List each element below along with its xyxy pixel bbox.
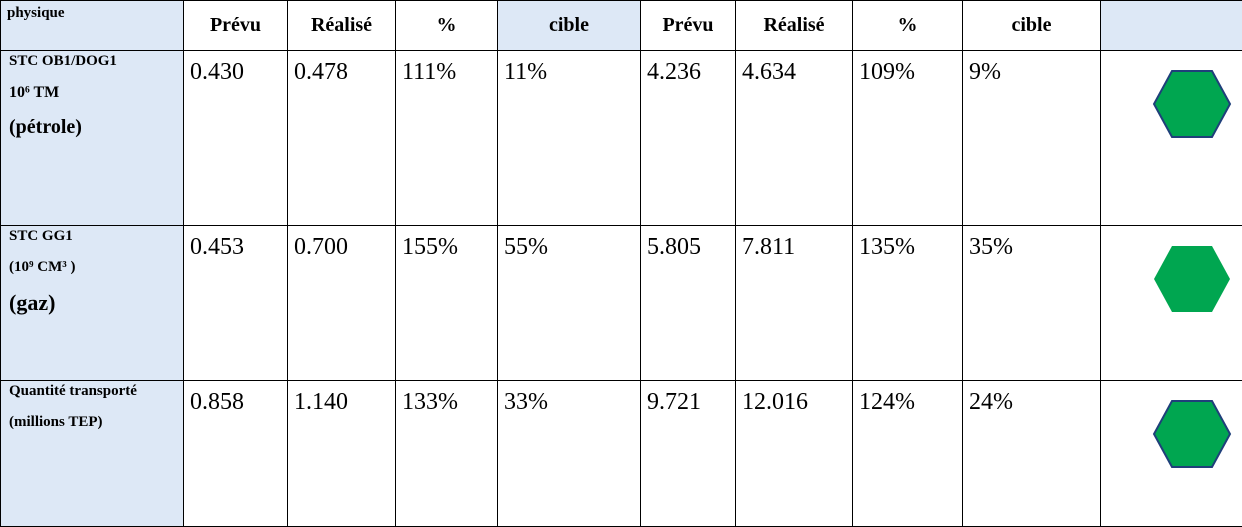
- value-cell: 4.634: [735, 50, 853, 226]
- header-cell: physique: [0, 0, 184, 51]
- value-cell: 5.805: [640, 225, 736, 381]
- value-cell: 109%: [852, 50, 963, 226]
- header-cell: [1100, 0, 1242, 51]
- header-cell: cible: [962, 0, 1101, 51]
- status-cell: [1100, 380, 1242, 527]
- status-cell: [1100, 50, 1242, 226]
- value-cell: 155%: [395, 225, 498, 381]
- header-cell: Prévu: [640, 0, 736, 51]
- status-icon: [1152, 400, 1232, 468]
- table-row: Quantité transporté (millions TEP) 0.858 1.…: [0, 380, 1242, 527]
- status-icon: [1152, 70, 1232, 138]
- hexagon: [1152, 400, 1232, 468]
- table-row: STC GG1 (10⁹ CM³ ) (gaz) 0.453 0.700 155% 55% 5…: [0, 225, 1242, 381]
- header-cell: cible: [497, 0, 641, 51]
- value-cell: 133%: [395, 380, 498, 527]
- value-cell: 135%: [852, 225, 963, 381]
- value-cell: 7.811: [735, 225, 853, 381]
- hexagon: [1152, 70, 1232, 138]
- status-icon: [1154, 246, 1230, 312]
- value-cell: 4.236: [640, 50, 736, 226]
- hexagon: [1154, 246, 1230, 312]
- value-cell: 0.700: [287, 225, 396, 381]
- value-cell: 0.478: [287, 50, 396, 226]
- label-line: (millions TEP): [9, 414, 103, 430]
- label-line: (10⁹ CM³ ): [9, 259, 76, 275]
- header-cell: %: [395, 0, 498, 51]
- value-cell: 9.721: [640, 380, 736, 527]
- label-line: (pétrole): [9, 116, 82, 138]
- value-cell: 124%: [852, 380, 963, 527]
- value-cell: 0.453: [183, 225, 288, 381]
- label-line: STC OB1/DOG1: [9, 53, 117, 69]
- value-cell: 9%: [962, 50, 1101, 226]
- label-line: STC GG1: [9, 228, 73, 244]
- header-cell: %: [852, 0, 963, 51]
- row-label: STC GG1 (10⁹ CM³ ) (gaz): [0, 225, 184, 381]
- value-cell: 24%: [962, 380, 1101, 527]
- row-label: Quantité transporté (millions TEP): [0, 380, 184, 527]
- value-cell: 0.430: [183, 50, 288, 226]
- header-cell: Prévu: [183, 0, 288, 51]
- label-line: 10⁶ TM: [9, 84, 60, 101]
- value-cell: 12.016: [735, 380, 853, 527]
- value-cell: 11%: [497, 50, 641, 226]
- value-cell: 33%: [497, 380, 641, 527]
- header-row: physique Prévu Réalisé% cible Prévu Réalisé% c…: [0, 0, 1242, 51]
- header-cell: Réalisé: [735, 0, 853, 51]
- row-label: STC OB1/DOG1 10⁶ TM (pétrole): [0, 50, 184, 226]
- label-line: Quantité transporté: [9, 383, 137, 399]
- value-cell: 35%: [962, 225, 1101, 381]
- header-cell: Réalisé: [287, 0, 396, 51]
- status-cell: [1100, 225, 1242, 381]
- value-cell: 0.858: [183, 380, 288, 527]
- value-cell: 55%: [497, 225, 641, 381]
- label-line: (gaz): [9, 290, 56, 315]
- value-cell: 111%: [395, 50, 498, 226]
- table-row: STC OB1/DOG1 10⁶ TM (pétrole) 0.430 0.478 111…: [0, 50, 1242, 226]
- value-cell: 1.140: [287, 380, 396, 527]
